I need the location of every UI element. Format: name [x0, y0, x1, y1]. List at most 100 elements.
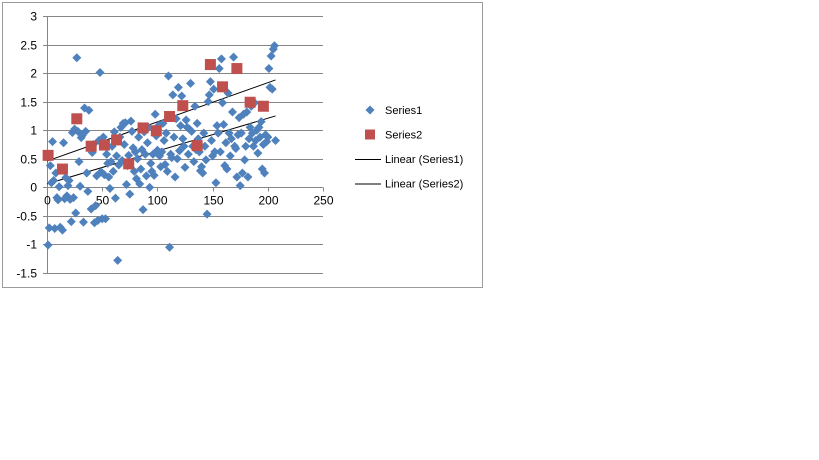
series2-point [177, 100, 189, 112]
series1-point [142, 138, 152, 148]
series1-point [78, 217, 88, 227]
gridlines [47, 16, 323, 274]
series1-point [237, 168, 247, 178]
series1-point [202, 209, 212, 219]
y-tick-label: 2.5 [20, 39, 37, 53]
series1-point [236, 128, 246, 138]
series1-point [150, 109, 160, 119]
series2-point [71, 113, 83, 125]
series1-point [183, 149, 193, 159]
series1-point [179, 141, 189, 151]
series1-point [225, 151, 235, 161]
series1-point [177, 91, 187, 101]
series1-point [159, 136, 169, 146]
series1-point [109, 127, 119, 137]
series1-point [68, 193, 78, 203]
series1-point [221, 138, 231, 148]
series1-point [169, 132, 179, 142]
series1-point [48, 137, 58, 147]
series1-point [49, 175, 59, 185]
series1-point [214, 64, 224, 74]
series1-point [189, 157, 199, 167]
series1-point [192, 118, 202, 128]
series1-point [146, 158, 156, 168]
series1-point [190, 101, 200, 111]
scatter-chart: 3 2.5 2 1.5 1 0.5 0 -0.5 -1 -1.5 0 50 100 150 200 250 S… [16, 10, 463, 281]
series1-point [173, 82, 183, 92]
trendline-series2 [46, 79, 276, 162]
legend: Series1 Series2 Linear (Series1) Linear (Se… [355, 105, 463, 191]
series1-point [59, 138, 69, 148]
series1-point [199, 128, 209, 138]
series1-point [210, 147, 220, 157]
series1-point [232, 172, 242, 182]
series2-point [56, 163, 68, 175]
series1-point [178, 134, 188, 144]
series1-point [241, 141, 251, 151]
series1-point [121, 179, 131, 189]
series1-point [229, 52, 239, 62]
series1-point [95, 68, 105, 78]
series1-point [110, 193, 120, 203]
x-tick-label: 200 [258, 194, 278, 208]
series2-point [42, 149, 54, 161]
axes: 3 2.5 2 1.5 1 0.5 0 -0.5 -1 -1.5 0 50 100 150 200 250 [16, 10, 334, 281]
series1-point [83, 186, 93, 196]
series1-point [269, 41, 279, 51]
series1-point [101, 214, 111, 224]
series1-point [222, 164, 232, 174]
series1-point [136, 164, 146, 174]
series2-point [244, 96, 256, 108]
legend-marker-series2 [365, 129, 375, 140]
series2-point [217, 81, 229, 93]
series1-point [168, 90, 178, 100]
series1-point [124, 150, 134, 160]
series1-point [157, 147, 167, 157]
series1-point [226, 134, 236, 144]
series1-point [243, 172, 253, 182]
series1-point [233, 130, 243, 140]
series1-point [215, 147, 225, 157]
chart-frame: 3 2.5 2 1.5 1 0.5 0 -0.5 -1 -1.5 0 50 100 150 200 250 S… [2, 2, 483, 288]
series1-point [77, 130, 87, 140]
series1-point [66, 217, 76, 227]
series1-point [57, 225, 67, 235]
series1-point [256, 117, 266, 127]
series1-point [105, 183, 115, 193]
series2-point [204, 59, 216, 71]
y-tick-label: 0.5 [20, 153, 37, 167]
series1-point [201, 155, 211, 165]
series1-point [127, 126, 137, 136]
series1-point [133, 154, 143, 164]
series1-point [165, 242, 175, 252]
series1-point [138, 205, 148, 215]
series1-point [212, 121, 222, 131]
y-tick-label: -1 [26, 238, 37, 252]
series1-point [227, 107, 237, 117]
series1-point [211, 178, 221, 188]
series1-point [149, 170, 159, 180]
series2-point [111, 134, 123, 146]
series1-point [72, 53, 82, 63]
y-tick-label: 2 [30, 67, 37, 81]
y-tick-label: 1.5 [20, 96, 37, 110]
series1-point [197, 162, 207, 172]
series1-point [126, 116, 136, 126]
series2-point [150, 125, 162, 137]
series1-point [84, 105, 94, 115]
y-tick-label: 1 [30, 124, 37, 138]
series1-point [209, 84, 219, 94]
series1-point [176, 121, 186, 131]
series2-point [98, 139, 110, 151]
series1-point [162, 166, 172, 176]
data-points [42, 41, 281, 265]
series1-point [187, 126, 197, 136]
series1-point [231, 143, 241, 153]
y-tick-label: -0.5 [16, 210, 37, 224]
series1-point [244, 134, 254, 144]
series1-point [81, 126, 91, 136]
series1-point [125, 189, 135, 199]
legend-marker-series1 [365, 105, 375, 115]
series2-point [137, 122, 149, 134]
series1-point [181, 115, 191, 125]
